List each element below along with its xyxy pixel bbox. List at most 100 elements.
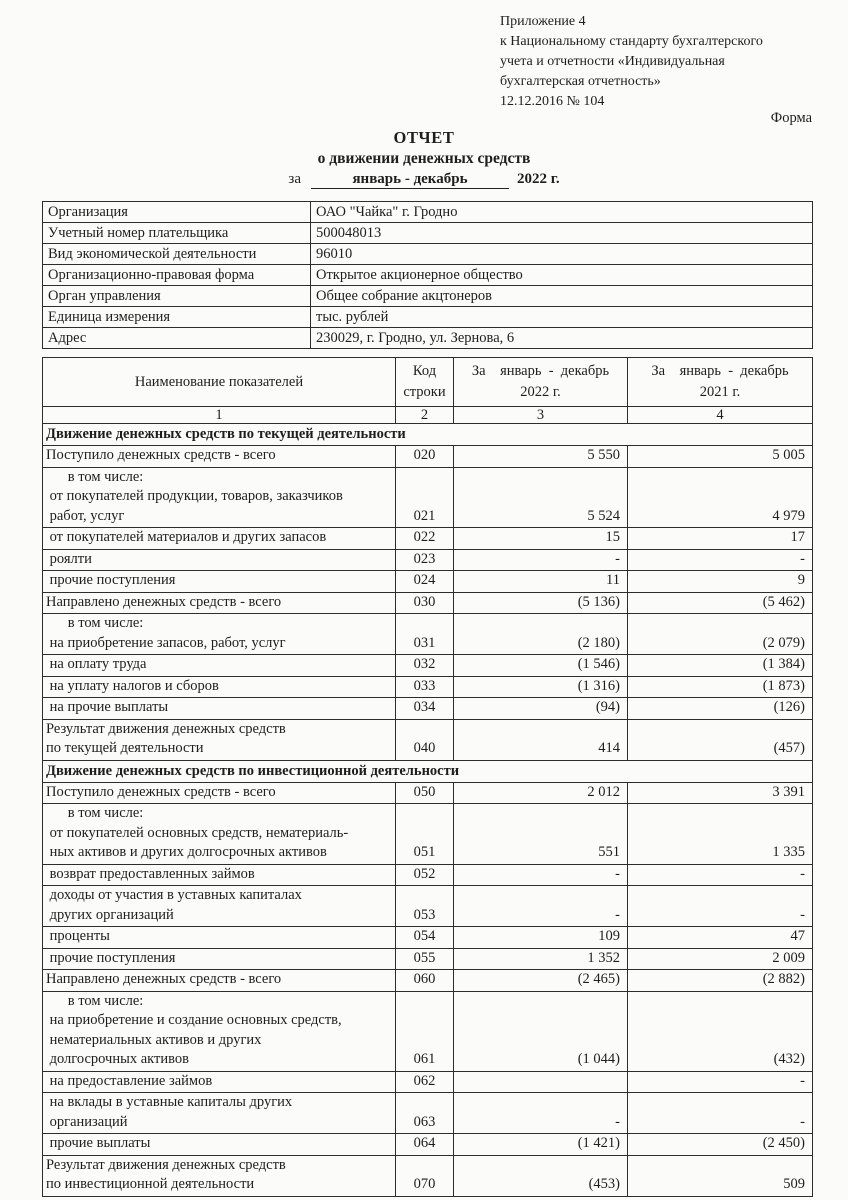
row-label: Направлено денежных средств - всего (42, 591, 396, 614)
row-label: в том числе: от покупателей продукции, т… (42, 466, 396, 528)
value-2022: 551 (453, 803, 628, 865)
table-row: в том числе: на приобретение запасов, ра… (42, 613, 813, 655)
row-label: на оплату труда (42, 654, 396, 677)
org-info-body: Организация ОАО "Чайка" г. Гродно Учетный … (42, 201, 813, 349)
value-2022: 11 (453, 570, 628, 593)
value-2022: 109 (453, 926, 628, 949)
row-code: 061 (395, 990, 454, 1072)
value-2021: - (627, 863, 813, 886)
value-2022: 1 352 (453, 947, 628, 970)
row-label: Результат движения денежных средств по и… (42, 1154, 396, 1197)
table-row: в том числе: от покупателей основных сре… (42, 803, 813, 865)
row-code: 053 (395, 885, 454, 927)
table-row: Направлено денежных средств - всего 060 (2… (42, 969, 813, 992)
value-2021: 1 335 (627, 803, 813, 865)
value-2022: (1 546) (453, 654, 628, 677)
org-info-value: Общее собрание акцтонеров (310, 285, 813, 307)
row-code: 021 (395, 466, 454, 528)
org-info-row: Орган управления Общее собрание акцтонеро… (42, 285, 813, 307)
column-number: 2 (395, 406, 454, 424)
row-code: 070 (395, 1154, 454, 1197)
section-row: Движение денежных средств по инвестицион… (42, 759, 813, 783)
column-number: 4 (627, 406, 813, 424)
report-period-value: январь - декабрь (310, 171, 509, 189)
table-row: на вклады в уставные капиталы других орг… (42, 1092, 813, 1134)
row-label: на прочие выплаты (42, 697, 396, 720)
table-row: доходы от участия в уставных капиталах д… (42, 885, 813, 927)
value-2022: 15 (453, 527, 628, 550)
row-label: прочие выплаты (42, 1133, 396, 1156)
value-2021: (2 882) (627, 969, 813, 992)
org-info-row: Организационно-правовая форма Открытое ак… (42, 264, 813, 286)
row-label: прочие поступления (42, 570, 396, 593)
report-period: за январь - декабрь 2022 г. (0, 170, 848, 189)
row-code: 051 (395, 803, 454, 865)
value-2021: (432) (627, 990, 813, 1072)
value-2021: 3 391 (627, 781, 813, 804)
cashflow-table-head: Наименование показателей Код строки За я… (42, 357, 813, 424)
table-row: Поступило денежных средств - всего 020 5 5… (42, 445, 813, 468)
table-row: роялти 023- - (42, 548, 813, 571)
value-2022: (5 136) (453, 591, 628, 614)
table-row: на оплату труда 032 (1 546) (1 384) (42, 654, 813, 677)
row-code: 032 (395, 654, 454, 677)
report-title-block: ОТЧЕТ о движении денежных средств за янва… (0, 128, 848, 189)
row-label: возврат предоставленных займов (42, 863, 396, 886)
table-row: на уплату налогов и сборов 033 (1 316) (1 8… (42, 675, 813, 698)
table-row: Направлено денежных средств - всего 030 (5… (42, 591, 813, 614)
appendix-line: учета и отчетности «Индивидуальная (500, 54, 725, 69)
value-2022 (453, 1070, 628, 1093)
value-2021: - (627, 1070, 813, 1093)
section-title: Движение денежных средств по инвестицион… (42, 759, 813, 783)
table-row: в том числе: на приобретение и создание … (42, 990, 813, 1072)
value-2021: (1 384) (627, 654, 813, 677)
value-2021: 509 (627, 1154, 813, 1197)
org-info-table: Организация ОАО "Чайка" г. Гродно Учетный … (42, 201, 813, 349)
value-2022: 5 524 (453, 466, 628, 528)
report-period-year: 2022 г. (516, 171, 560, 187)
report-title: ОТЧЕТ (393, 128, 455, 147)
row-label: Поступило денежных средств - всего (42, 781, 396, 804)
value-2021: (126) (627, 697, 813, 720)
report-period-prefix: за (288, 171, 301, 187)
value-2021: 9 (627, 570, 813, 593)
col-header-indicator: Наименование показателей (42, 357, 396, 407)
column-number: 1 (42, 406, 396, 424)
org-info-value: тыс. рублей (310, 306, 813, 328)
value-2021: 5 005 (627, 445, 813, 468)
table-row: Результат движения денежных средств по т… (42, 718, 813, 761)
org-info-value: 96010 (310, 243, 813, 265)
row-label: Направлено денежных средств - всего (42, 969, 396, 992)
table-row: проценты 054 109 47 (42, 926, 813, 949)
table-row: прочие поступления 024 11 9 (42, 570, 813, 593)
org-info-label: Единица измерения (42, 306, 311, 328)
appendix-line: бухгалтерская отчетность» (500, 74, 661, 89)
org-info-value: 500048013 (310, 222, 813, 244)
org-info-row: Вид экономической деятельности 96010 (42, 243, 813, 265)
report-subtitle: о движении денежных средств (317, 150, 531, 167)
appendix-line: Приложение 4 (500, 14, 586, 29)
org-info-label: Организационно-правовая форма (42, 264, 311, 286)
table-row: Поступило денежных средств - всего 050 2 0… (42, 781, 813, 804)
col-header-code: Код строки (395, 357, 454, 407)
header-row: Наименование показателей Код строки За я… (42, 357, 813, 407)
org-info-label: Адрес (42, 327, 311, 349)
value-2022: (1 421) (453, 1133, 628, 1156)
row-label: от покупателей материалов и других запас… (42, 527, 396, 550)
col-header-2022: За январь - декабрь 2022 г. (453, 357, 628, 407)
org-info-value: ОАО "Чайка" г. Гродно (310, 201, 813, 223)
row-label: доходы от участия в уставных капиталах д… (42, 885, 396, 927)
row-code: 020 (395, 445, 454, 468)
form-label: Форма (770, 110, 812, 126)
row-label: в том числе: на приобретение и создание … (42, 990, 396, 1072)
table-row: прочие поступления 055 1 352 2 009 (42, 947, 813, 970)
org-info-label: Организация (42, 201, 311, 223)
table-row: на прочие выплаты 034 (94) (126) (42, 697, 813, 720)
col-header-2021: За январь - декабрь 2021 г. (627, 357, 813, 407)
org-info-row: Учетный номер плательщика 500048013 (42, 222, 813, 244)
row-code: 050 (395, 781, 454, 804)
value-2021: (2 079) (627, 613, 813, 655)
cashflow-table: Наименование показателей Код строки За я… (42, 357, 813, 1197)
value-2021: - (627, 885, 813, 927)
table-row: Результат движения денежных средств по и… (42, 1154, 813, 1197)
